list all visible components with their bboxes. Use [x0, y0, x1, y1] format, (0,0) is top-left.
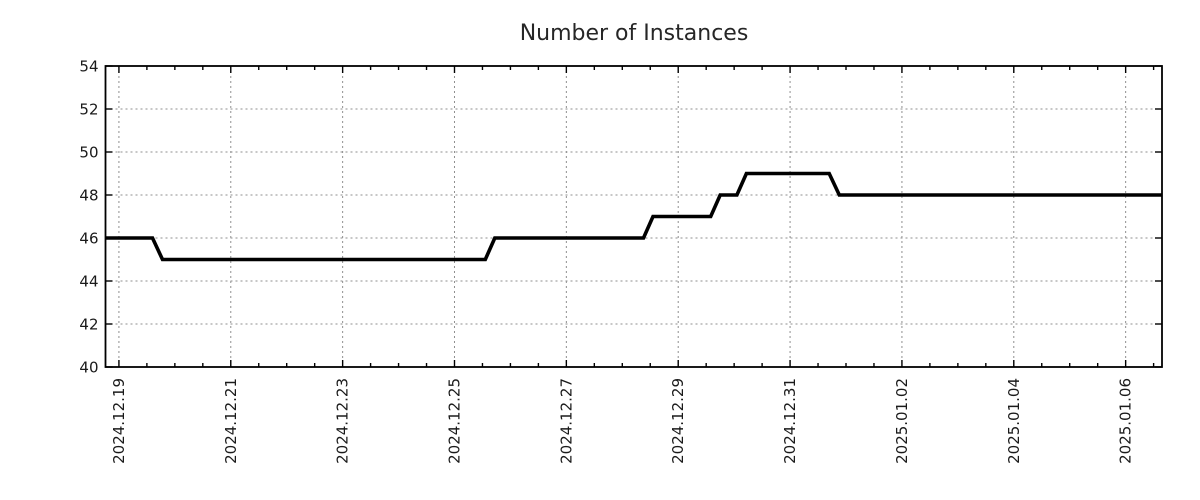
y-tick-label: 48 — [79, 187, 98, 205]
data-line — [105, 171, 1162, 262]
x-tick-label: 2024.12.21 — [222, 378, 240, 464]
x-tick-label: 2024.12.27 — [557, 378, 575, 464]
y-tick-label: 46 — [79, 230, 98, 248]
x-tick-label: 2025.01.02 — [893, 378, 911, 464]
x-tick-label: 2024.12.19 — [110, 378, 128, 464]
chart-title: Number of Instances — [520, 21, 749, 46]
y-tick-label: 54 — [79, 58, 98, 76]
y-tick-label: 44 — [79, 273, 98, 291]
plot-area: 2024.12.19 2024.12.21 2024.12.23 2024.12.25… — [79, 58, 1163, 464]
x-tick-label: 2025.01.04 — [1005, 378, 1023, 464]
y-tick-label: 50 — [79, 144, 98, 162]
y-tick-label: 42 — [79, 316, 98, 334]
x-tick-label: 2025.01.06 — [1117, 378, 1135, 464]
plot-border — [104, 65, 1163, 368]
x-tick-label: 2024.12.23 — [334, 378, 352, 464]
y-tick-label: 40 — [79, 359, 98, 377]
x-tick-label: 2024.12.29 — [669, 378, 687, 464]
x-tick-label: 2024.12.25 — [445, 378, 463, 464]
y-tick-label: 52 — [79, 101, 98, 119]
x-tick-label: 2024.12.31 — [781, 378, 799, 464]
